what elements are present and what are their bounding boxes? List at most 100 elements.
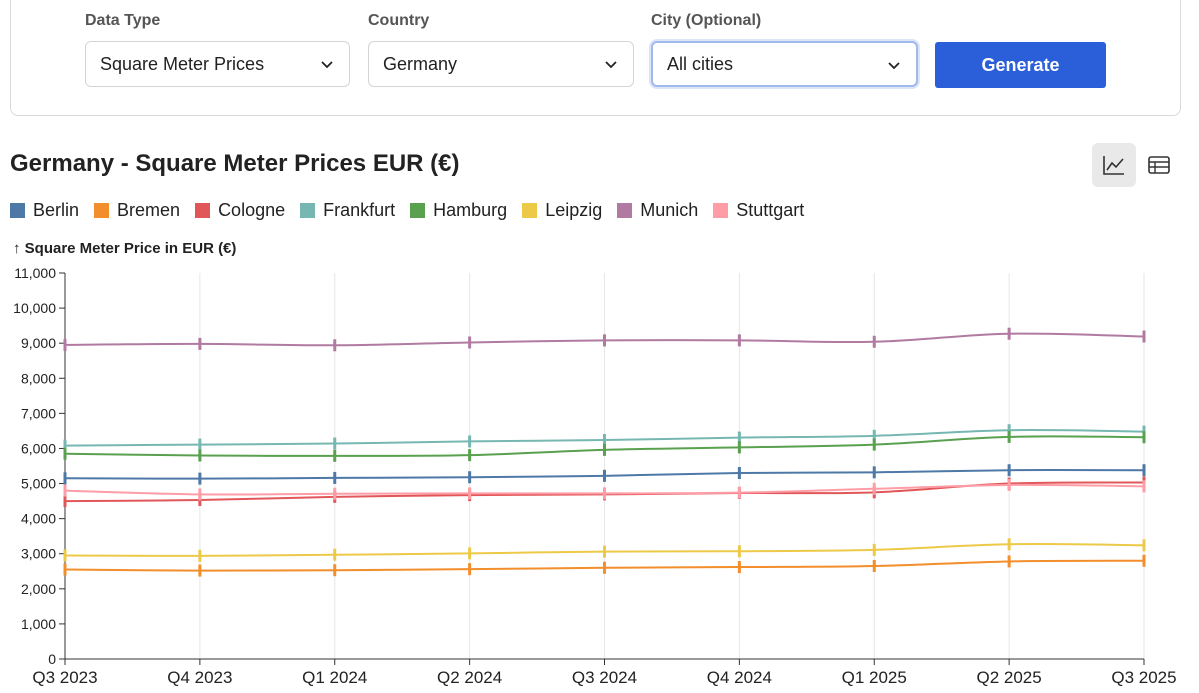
line-chart-icon (1103, 156, 1124, 175)
data-point-munich (1142, 330, 1146, 343)
legend-swatch (94, 202, 110, 218)
data-point-bremen (872, 560, 876, 573)
data-point-munich (468, 336, 472, 349)
data-point-berlin (468, 471, 472, 484)
data-point-stuttgart (872, 482, 876, 495)
y-axis-title: ↑ Square Meter Price in EUR (€) (13, 240, 237, 257)
table-view-button[interactable] (1137, 143, 1181, 187)
data-point-berlin (872, 466, 876, 479)
data-point-bremen (333, 564, 337, 577)
y-tick-label: 9,000 (21, 335, 56, 351)
data-type-select[interactable]: Square Meter Prices (85, 41, 350, 87)
legend-label: Hamburg (433, 199, 508, 220)
data-point-frankfurt (198, 438, 202, 451)
data-point-stuttgart (737, 486, 741, 499)
data-point-berlin (198, 472, 202, 485)
chevron-down-icon (888, 62, 900, 70)
data-point-leipzig (1007, 538, 1011, 551)
data-point-stuttgart (468, 487, 472, 500)
data-point-leipzig (468, 547, 472, 560)
chart-title: Germany - Square Meter Prices EUR (€) (10, 150, 460, 177)
data-point-berlin (1007, 464, 1011, 477)
legend-swatch (195, 202, 211, 218)
data-point-bremen (603, 561, 606, 574)
x-tick-label: Q3 2025 (1111, 668, 1176, 687)
data-point-bremen (1142, 554, 1146, 567)
y-tick-label: 10,000 (13, 300, 56, 316)
legend-swatch (300, 202, 316, 218)
legend-label: Frankfurt (323, 199, 396, 220)
legend-item-leipzig[interactable]: Leipzig (522, 200, 602, 221)
chart-legend: Berlin Bremen Cologne Frankfurt Hamburg Leipz… (10, 199, 819, 221)
line-chart: 0 1,000 2,000 3,000 4,000 5,000 6,000 7,000 8,00… (13, 265, 1176, 687)
data-point-leipzig (333, 548, 337, 561)
legend-item-stuttgart[interactable]: Stuttgart (713, 200, 804, 221)
data-point-munich (198, 337, 202, 350)
legend-item-bremen[interactable]: Bremen (94, 200, 180, 221)
data-point-stuttgart (63, 484, 67, 497)
legend-swatch (617, 202, 633, 218)
legend-item-cologne[interactable]: Cologne (195, 200, 285, 221)
legend-swatch (10, 202, 25, 218)
data-point-berlin (737, 467, 741, 480)
data-point-munich (63, 338, 67, 351)
legend-item-frankfurt[interactable]: Frankfurt (300, 200, 395, 221)
data-point-frankfurt (468, 435, 472, 448)
y-tick-label: 6,000 (21, 440, 56, 456)
data-point-frankfurt (737, 431, 741, 444)
data-point-hamburg (63, 447, 67, 460)
city-value: All cities (667, 53, 734, 74)
legend-item-hamburg[interactable]: Hamburg (410, 200, 507, 221)
data-point-leipzig (603, 545, 606, 558)
table-icon (1148, 156, 1170, 174)
x-tick-label: Q1 2024 (302, 668, 367, 687)
data-point-frankfurt (1007, 424, 1011, 437)
data-point-stuttgart (1142, 480, 1146, 493)
legend-label: Cologne (218, 199, 286, 220)
data-point-stuttgart (198, 488, 202, 501)
data-point-leipzig (737, 545, 741, 558)
x-tick-label: Q3 2023 (32, 668, 97, 687)
data-point-hamburg (1007, 430, 1011, 443)
data-point-leipzig (198, 549, 202, 562)
legend-item-munich[interactable]: Munich (617, 200, 698, 221)
data-point-munich (1007, 327, 1011, 340)
data-point-bremen (1007, 555, 1011, 568)
data-point-munich (333, 339, 337, 352)
data-point-frankfurt (63, 439, 67, 452)
country-value: Germany (383, 53, 458, 74)
data-point-stuttgart (603, 487, 606, 500)
data-point-berlin (333, 471, 337, 484)
legend-item-berlin[interactable]: Berlin (10, 200, 79, 221)
data-point-hamburg (1142, 431, 1146, 444)
y-tick-label: 8,000 (21, 370, 56, 386)
data-type-label: Data Type (85, 12, 161, 29)
data-point-bremen (198, 564, 202, 577)
legend-swatch (522, 202, 538, 218)
data-point-hamburg (603, 443, 606, 456)
x-tick-label: Q3 2024 (572, 668, 637, 687)
data-point-frankfurt (333, 437, 337, 450)
legend-label: Leipzig (545, 199, 603, 220)
legend-swatch (713, 202, 729, 218)
data-point-frankfurt (603, 434, 606, 447)
line-chart-view-button[interactable] (1092, 143, 1136, 187)
legend-label: Munich (640, 199, 699, 220)
data-point-bremen (737, 561, 741, 574)
data-point-berlin (63, 472, 67, 485)
data-point-leipzig (1142, 539, 1146, 552)
chevron-down-icon (605, 61, 617, 69)
data-point-hamburg (737, 441, 741, 454)
chevron-down-icon (321, 61, 333, 69)
legend-label: Bremen (117, 199, 181, 220)
generate-button[interactable]: Generate (935, 42, 1106, 88)
city-select[interactable]: All cities (651, 41, 918, 87)
data-point-hamburg (872, 438, 876, 451)
y-tick-label: 7,000 (21, 405, 56, 421)
y-tick-label: 0 (48, 651, 56, 667)
data-point-munich (603, 334, 606, 347)
country-select[interactable]: Germany (368, 41, 634, 87)
x-tick-label: Q2 2024 (437, 668, 502, 687)
y-tick-label: 1,000 (21, 616, 56, 632)
data-point-leipzig (63, 549, 67, 562)
